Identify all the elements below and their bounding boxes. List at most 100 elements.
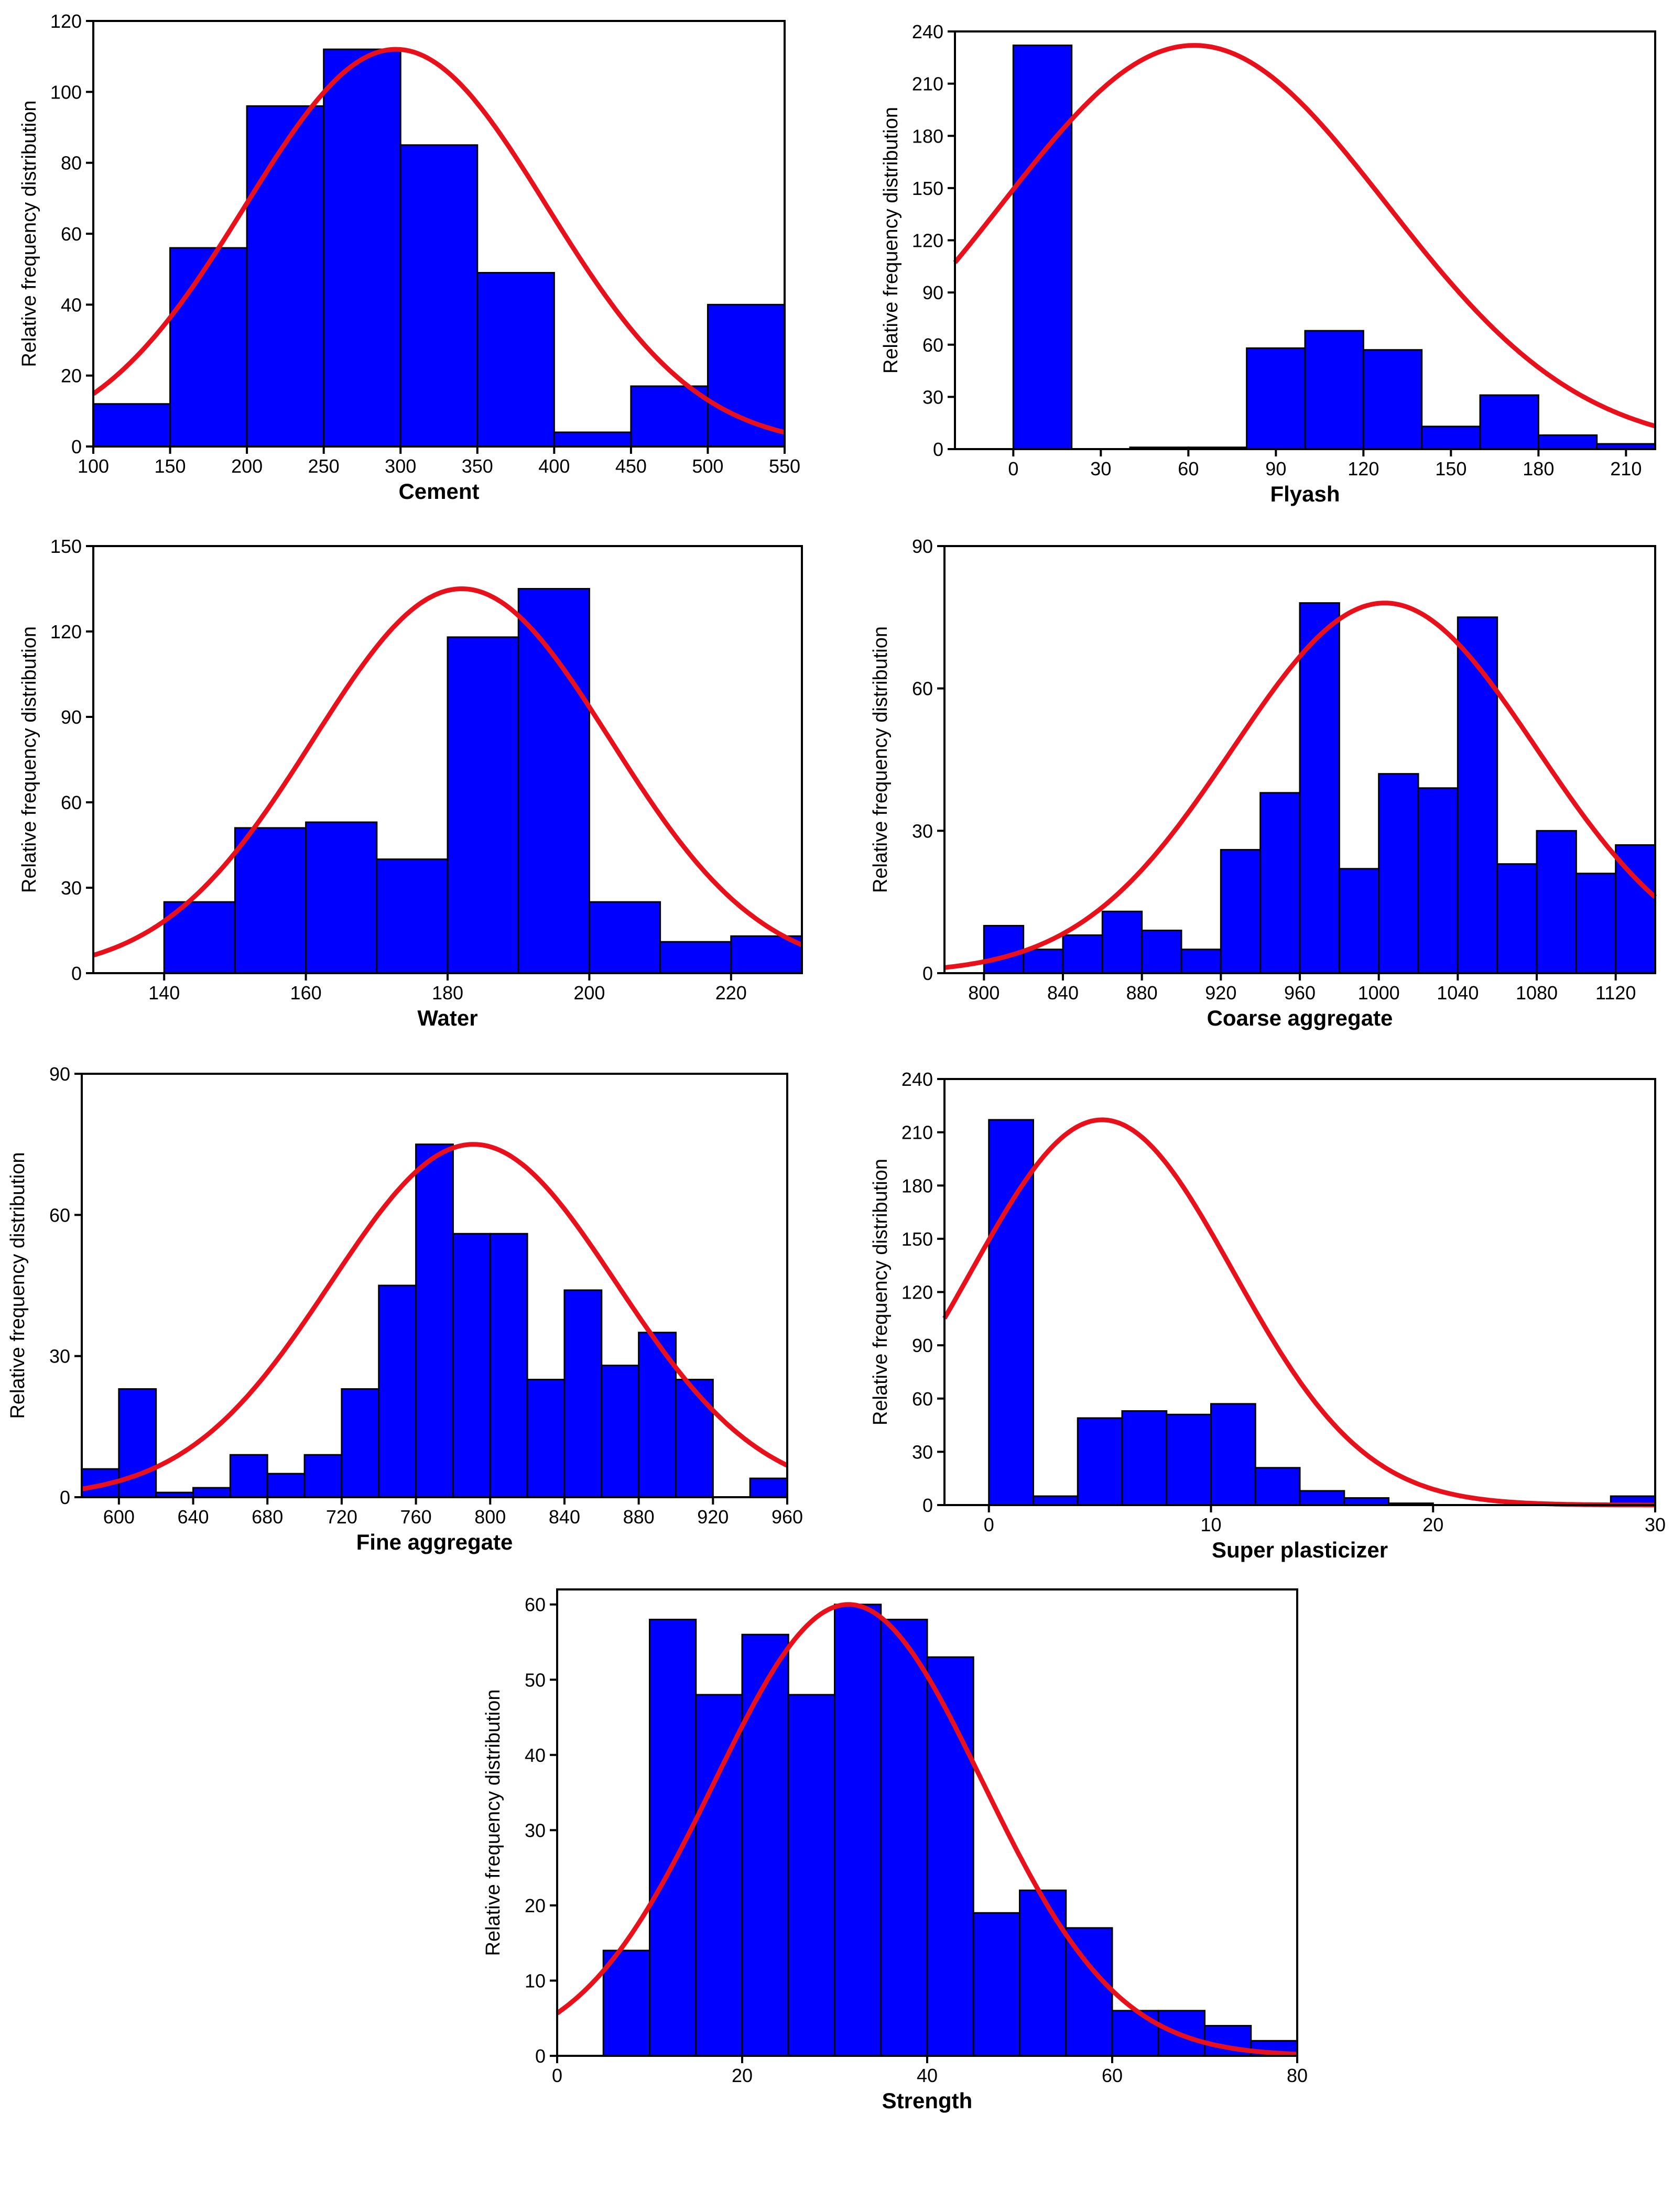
y-tick-label: 0 bbox=[60, 1487, 70, 1508]
chart-panel-3: 140 160 180 200 220 0 30 60 90 120 150 Water Relativ… bbox=[18, 536, 803, 1030]
histogram-bar bbox=[489, 1233, 528, 1498]
x-tick-label: 1120 bbox=[1595, 982, 1636, 1004]
x-axis-title: Super plasticizer bbox=[1212, 1538, 1388, 1562]
chart-panel-5: 600 640 680 720 760 800 840 880 920 960 0 30 60 90 Fin… bbox=[7, 1063, 803, 1554]
y-tick-label: 150 bbox=[901, 1228, 933, 1250]
x-axis-title: Strength bbox=[882, 2088, 973, 2113]
x-tick-label: 100 bbox=[78, 455, 109, 477]
normal-fit-curve bbox=[953, 43, 1656, 429]
y-tick-label: 20 bbox=[525, 1895, 546, 1916]
x-tick-label: 20 bbox=[732, 2065, 753, 2086]
x-tick-label: 150 bbox=[1435, 458, 1466, 480]
x-tick-label: 920 bbox=[697, 1506, 729, 1528]
histogram-bar bbox=[192, 1487, 231, 1498]
histogram-bar bbox=[323, 48, 401, 448]
y-axis-title: Relative frequency distribution bbox=[18, 626, 40, 893]
x-tick-label: 30 bbox=[1090, 458, 1111, 480]
y-tick-label: 0 bbox=[71, 963, 82, 984]
y-tick-label: 120 bbox=[50, 10, 82, 32]
y-tick-label: 120 bbox=[912, 230, 943, 252]
chart-panel-6: 0 10 20 30 0 30 60 90 120 150 180 210 240 Super plast… bbox=[870, 1069, 1666, 1562]
histogram-bar bbox=[834, 1604, 882, 2057]
x-tick-label: 550 bbox=[769, 455, 800, 477]
y-tick-label: 90 bbox=[912, 1335, 933, 1356]
histogram-bar bbox=[517, 588, 590, 974]
x-tick-label: 600 bbox=[103, 1506, 135, 1528]
x-tick-label: 10 bbox=[1200, 1514, 1221, 1535]
y-tick-label: 60 bbox=[61, 792, 82, 813]
x-tick-label: 760 bbox=[400, 1506, 432, 1528]
x-tick-label: 840 bbox=[1047, 982, 1079, 1004]
histogram-bar bbox=[229, 1454, 268, 1498]
histogram-bar bbox=[983, 924, 1025, 974]
normal-fit-curve bbox=[92, 586, 803, 958]
histogram-bar bbox=[1220, 849, 1262, 974]
histogram-bar bbox=[1299, 602, 1340, 974]
x-tick-label: 920 bbox=[1205, 982, 1236, 1004]
histogram-bar bbox=[1299, 1490, 1345, 1506]
histogram-bar bbox=[1111, 2010, 1159, 2057]
histogram-bar bbox=[415, 1143, 454, 1498]
y-tick-label: 0 bbox=[535, 2045, 546, 2067]
x-tick-label: 960 bbox=[772, 1506, 803, 1528]
histogram-bar bbox=[1421, 426, 1481, 450]
y-tick-label: 30 bbox=[61, 877, 82, 899]
histogram-bar bbox=[1062, 934, 1103, 974]
histogram-bar bbox=[1304, 330, 1364, 450]
histogram-bar bbox=[675, 1379, 714, 1498]
x-tick-label: 800 bbox=[474, 1506, 506, 1528]
y-tick-label: 150 bbox=[912, 178, 943, 199]
chart-panel-2: 0 30 60 90 120 150 180 210 0 30 60 90 120 150 180 210 24… bbox=[880, 21, 1656, 506]
histogram-bar bbox=[447, 636, 519, 974]
histogram-bar bbox=[234, 827, 307, 974]
x-tick-label: 840 bbox=[549, 1506, 580, 1528]
x-tick-label: 0 bbox=[1008, 458, 1018, 480]
x-tick-label: 60 bbox=[1178, 458, 1199, 480]
y-tick-label: 240 bbox=[912, 21, 943, 42]
histogram-bar bbox=[601, 1365, 640, 1498]
histogram-bar bbox=[1101, 910, 1143, 974]
y-axis-title: Relative frequency distribution bbox=[7, 1152, 29, 1419]
histogram-bar bbox=[303, 1454, 343, 1498]
histogram-bar bbox=[1259, 792, 1301, 974]
x-tick-label: 0 bbox=[552, 2065, 562, 2086]
y-tick-label: 60 bbox=[49, 1204, 70, 1226]
y-axis-title: Relative frequency distribution bbox=[870, 1159, 892, 1425]
histogram-bar bbox=[1166, 1413, 1212, 1506]
histogram-bar bbox=[695, 1694, 743, 2057]
y-tick-label: 30 bbox=[912, 820, 933, 842]
x-tick-label: 150 bbox=[155, 455, 186, 477]
y-tick-label: 100 bbox=[50, 81, 82, 103]
plot-frame bbox=[943, 1078, 1656, 1506]
histogram-bar bbox=[553, 431, 632, 448]
x-tick-label: 140 bbox=[148, 982, 180, 1004]
histogram-bar bbox=[341, 1388, 380, 1498]
y-tick-label: 30 bbox=[912, 1441, 933, 1463]
chart-panel-4: 800 840 880 920 960 1000 1040 1080 1120 0 30 60 90 Co… bbox=[870, 536, 1657, 1030]
x-tick-label: 640 bbox=[177, 1506, 209, 1528]
histogram-bar bbox=[1378, 773, 1419, 974]
x-tick-label: 180 bbox=[432, 982, 463, 1004]
y-tick-label: 50 bbox=[525, 1669, 546, 1691]
histogram-bar bbox=[563, 1289, 603, 1498]
histogram-bar bbox=[476, 271, 555, 448]
x-tick-label: 200 bbox=[231, 455, 263, 477]
y-tick-label: 120 bbox=[50, 621, 82, 642]
x-axis-title: Coarse aggregate bbox=[1207, 1006, 1393, 1030]
y-tick-label: 40 bbox=[525, 1745, 546, 1766]
x-tick-label: 300 bbox=[385, 455, 416, 477]
y-tick-label: 180 bbox=[901, 1175, 933, 1196]
y-tick-label: 180 bbox=[912, 125, 943, 147]
y-tick-label: 90 bbox=[49, 1063, 70, 1085]
x-tick-label: 400 bbox=[538, 455, 570, 477]
y-tick-label: 0 bbox=[933, 439, 943, 460]
x-tick-label: 720 bbox=[326, 1506, 357, 1528]
x-axis-title: Water bbox=[417, 1006, 477, 1030]
x-tick-label: 250 bbox=[308, 455, 340, 477]
x-tick-label: 20 bbox=[1422, 1514, 1443, 1535]
x-tick-label: 210 bbox=[1610, 458, 1642, 480]
histogram-bar bbox=[246, 105, 325, 448]
x-axis-title: Flyash bbox=[1270, 482, 1340, 506]
histogram-bar bbox=[602, 1949, 650, 2057]
